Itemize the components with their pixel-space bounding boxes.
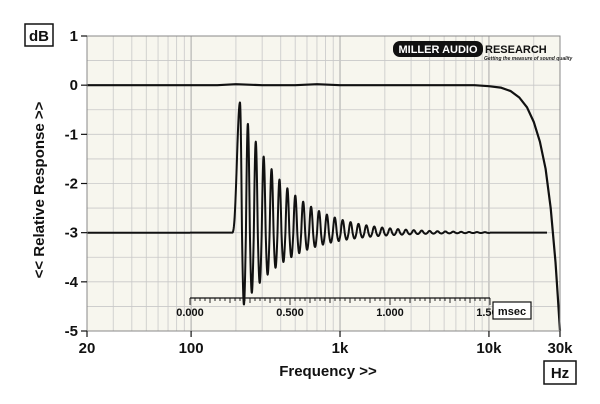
y-tick-label: -3 (65, 225, 78, 242)
logo: MILLER AUDIO RESEARCH Getting the measur… (393, 41, 573, 62)
logo-name-right: RESEARCH (485, 44, 547, 56)
y-tick-label: 0 (70, 77, 78, 94)
impulse-response-line (189, 101, 491, 306)
logo-tagline: Getting the measure of sound quality (484, 56, 573, 62)
x-axis-title: Frequency >> (279, 363, 377, 380)
x-unit-label: Hz (551, 365, 569, 382)
y-axis-ticks: 1 0 -1 -2 -3 -4 -5 (65, 28, 87, 340)
series-group (87, 83, 562, 332)
y-tick-label: 1 (70, 28, 78, 45)
y-axis-title: << Relative Response >> (31, 101, 48, 278)
x-unit-box: Hz (543, 360, 577, 385)
x-axis-ticks: 20 100 1k 10k 30k (79, 331, 573, 357)
inset-tick-label: 0.500 (276, 307, 304, 319)
x-tick-label: 100 (179, 340, 204, 357)
y-tick-label: -4 (65, 274, 79, 291)
y-unit-label: dB (29, 28, 49, 45)
logo-name-left: MILLER AUDIO (398, 44, 477, 56)
y-tick-label: -2 (65, 176, 78, 193)
x-tick-label: 10k (476, 340, 502, 357)
y-tick-label: -5 (65, 323, 78, 340)
y-tick-label: -1 (65, 126, 78, 143)
inset-unit-box (492, 301, 532, 320)
inset-unit-label: msec (498, 306, 526, 318)
x-tick-label: 30k (547, 340, 573, 357)
frequency-response-line (87, 83, 562, 332)
inset-tick-label: 1.000 (376, 307, 404, 319)
inset-tick-label: 0.000 (176, 307, 204, 319)
y-unit-box: dB (24, 23, 54, 47)
x-tick-label: 1k (332, 340, 349, 357)
x-tick-label: 20 (79, 340, 96, 357)
